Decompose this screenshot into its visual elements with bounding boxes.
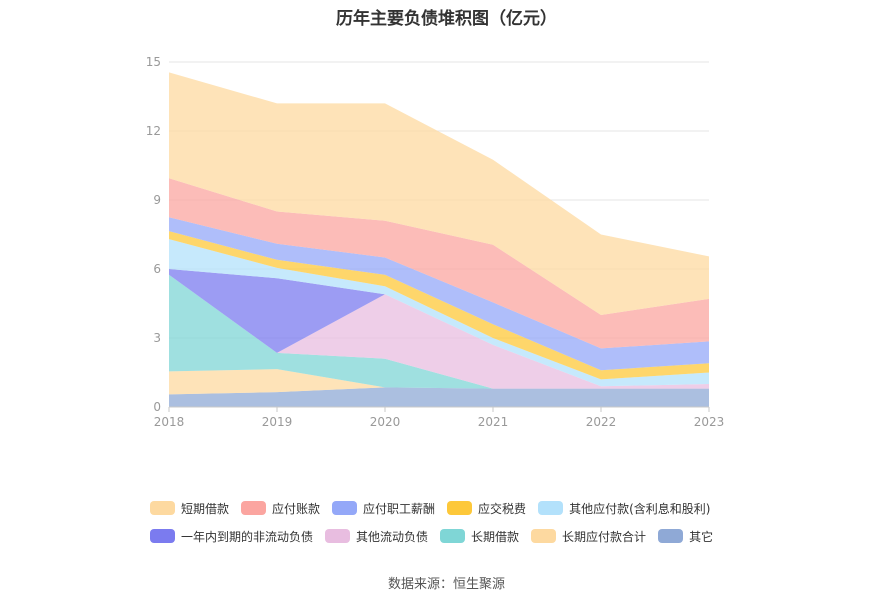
y-tick-label: 6 bbox=[153, 262, 161, 276]
area-应付账款 bbox=[169, 178, 709, 349]
y-tick-label: 3 bbox=[153, 331, 161, 345]
area-长期借款 bbox=[169, 274, 709, 389]
y-tick-label: 15 bbox=[146, 55, 161, 69]
legend-item[interactable]: 应付职工薪酬 bbox=[332, 500, 435, 517]
x-tick-label: 2018 bbox=[154, 415, 185, 429]
legend-item[interactable]: 其他流动负债 bbox=[325, 528, 428, 545]
chart-title: 历年主要负债堆积图（亿元） bbox=[336, 9, 557, 29]
x-tick-label: 2020 bbox=[370, 415, 401, 429]
area-其他应付款(含利息和股利) bbox=[169, 239, 709, 387]
area-应付职工薪酬 bbox=[169, 217, 709, 371]
legend-swatch bbox=[447, 501, 473, 515]
legend-item[interactable]: 一年内到期的非流动负债 bbox=[150, 528, 313, 545]
legend-label: 短期借款 bbox=[181, 501, 230, 516]
legend-label: 其它 bbox=[689, 529, 714, 544]
legend-label: 应付账款 bbox=[272, 501, 321, 516]
legend-item[interactable]: 其他应付款(含利息和股利) bbox=[538, 500, 710, 517]
x-tick-label: 2019 bbox=[262, 415, 293, 429]
legend-row: 短期借款 应付账款 应付职工薪酬 应交税费 其他应付款(含利息和股利) bbox=[150, 494, 760, 522]
legend-label: 应交税费 bbox=[478, 501, 527, 516]
legend-item[interactable]: 其它 bbox=[658, 528, 713, 545]
y-tick-label: 0 bbox=[153, 400, 161, 414]
legend-swatch bbox=[325, 529, 351, 543]
legend-swatch bbox=[241, 501, 267, 515]
legend-swatch bbox=[538, 501, 564, 515]
x-tick-label: 2021 bbox=[478, 415, 509, 429]
axes: 0 3 6 9 12 15 2018 2019 2020 2021 2022 2023 bbox=[146, 55, 725, 429]
legend-label: 应付职工薪酬 bbox=[363, 501, 436, 516]
area-应交税费 bbox=[169, 231, 709, 380]
legend-swatch bbox=[440, 529, 466, 543]
legend-item[interactable]: 长期应付款合计 bbox=[531, 528, 646, 545]
legend-swatch bbox=[531, 529, 557, 543]
legend-label: 长期借款 bbox=[471, 529, 520, 544]
area-其它 bbox=[169, 387, 709, 407]
area-一年内到期的非流动负债 bbox=[169, 269, 709, 387]
area-其他流动负债 bbox=[169, 274, 709, 389]
legend-item[interactable]: 应交税费 bbox=[447, 500, 526, 517]
legend-swatch bbox=[658, 529, 684, 543]
data-source: 数据来源：恒生聚源 bbox=[387, 577, 505, 592]
x-tick-label: 2023 bbox=[694, 415, 725, 429]
legend-label: 长期应付款合计 bbox=[562, 529, 647, 544]
legend-item[interactable]: 应付账款 bbox=[241, 500, 320, 517]
y-tick-label: 9 bbox=[153, 193, 161, 207]
legend-label: 其他流动负债 bbox=[356, 529, 429, 544]
y-tick-label: 12 bbox=[146, 124, 161, 138]
area-长期应付款合计 bbox=[169, 369, 709, 395]
x-tick-label: 2022 bbox=[586, 415, 617, 429]
legend-item[interactable]: 短期借款 bbox=[150, 500, 229, 517]
legend-row: 一年内到期的非流动负债 其他流动负债 长期借款 长期应付款合计 其它 bbox=[150, 522, 760, 550]
legend-swatch bbox=[150, 529, 175, 543]
area-series bbox=[169, 72, 709, 407]
legend-label: 一年内到期的非流动负债 bbox=[181, 529, 314, 544]
legend-swatch bbox=[332, 501, 358, 515]
legend-swatch bbox=[150, 501, 175, 515]
legend-item[interactable]: 长期借款 bbox=[440, 528, 519, 545]
legend: 短期借款 应付账款 应付职工薪酬 应交税费 其他应付款(含利息和股利) 一年内到期的非流… bbox=[150, 494, 760, 550]
area-短期借款 bbox=[169, 72, 709, 316]
legend-label: 其他应付款(含利息和股利) bbox=[569, 501, 711, 516]
